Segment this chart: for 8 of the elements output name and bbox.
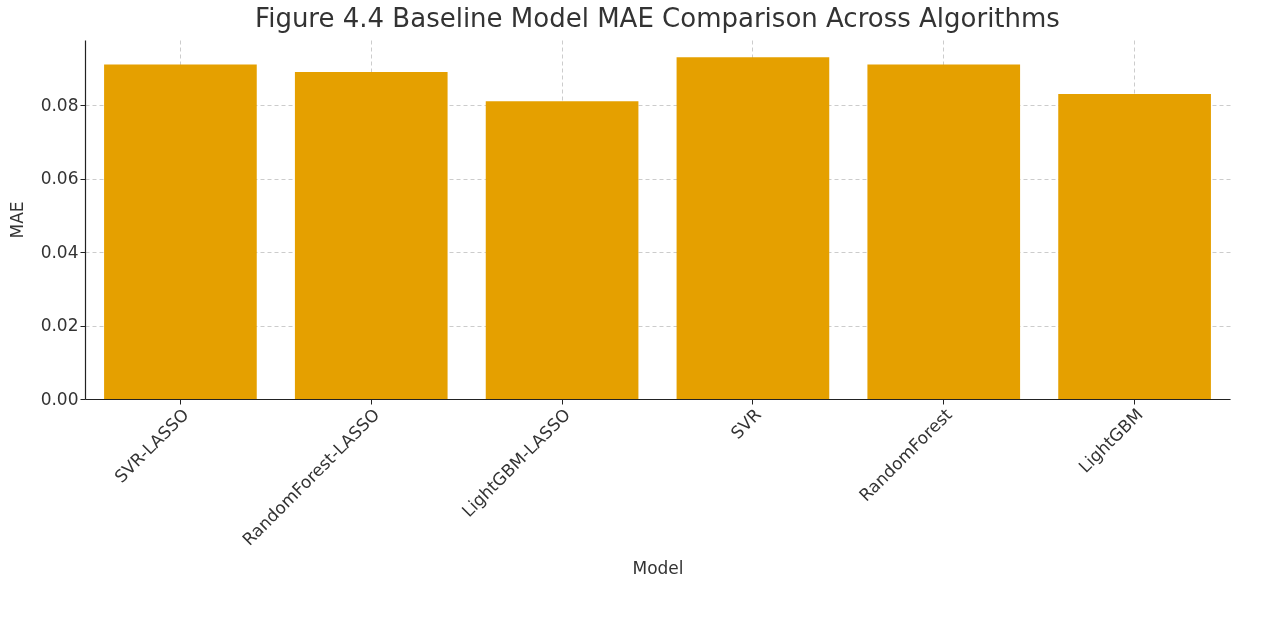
y-tick-label: 0.08 — [40, 94, 79, 115]
y-tick-label: 0.00 — [40, 388, 79, 409]
y-tick-label: 0.06 — [40, 168, 79, 189]
y-tick-label: 0.04 — [40, 241, 79, 262]
x-axis-title: Model — [632, 557, 684, 578]
chart-title: Figure 4.4 Baseline Model MAE Comparison Across Algorithms — [255, 3, 1060, 33]
y-axis-title: MAE — [6, 201, 27, 239]
y-tick-label: 0.02 — [40, 315, 79, 336]
